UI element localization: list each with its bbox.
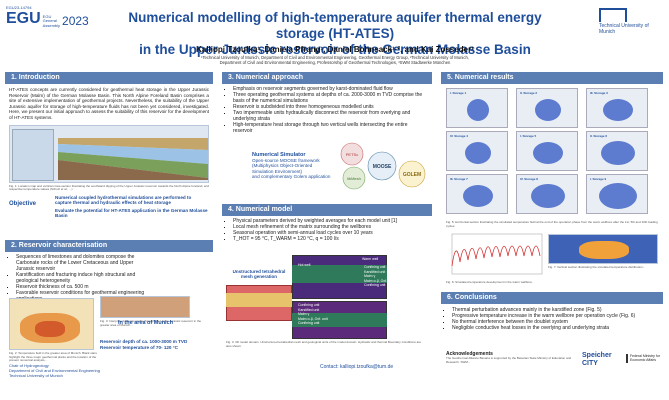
bubble-golem-label: GOLEM — [403, 172, 421, 178]
figure-cross-section — [9, 124, 209, 183]
results-grid: I. Storage 1 II. Storage 2 III. Storage … — [446, 88, 658, 218]
approach-section: 3. Numerical approach Emphasis on reserv… — [222, 72, 432, 136]
acknowledgements: Acknowledgements The Geothermal Alliance… — [446, 351, 572, 364]
page-title: Numerical modelling of high-temperature … — [128, 10, 542, 57]
figure-temperature-map — [9, 298, 94, 350]
result-cell: IV. Storage 4 — [446, 131, 508, 171]
bubble-libmesh-label: libMesh — [347, 176, 361, 181]
authors: Kalliopi Tzoufka¹, Daniela Pfrang¹, Dani… — [196, 45, 474, 54]
result-cell: I. Storage 9 — [586, 174, 648, 214]
model-figure: Unstructured tetrahedral mesh generation… — [226, 255, 421, 348]
layer-labels-upper: Confining unit Karstified unit Malm γ Ma… — [364, 265, 394, 287]
simulator-block: Numerical Simulator Open-source MOOSE fr… — [252, 152, 331, 180]
result-cell: II. Storage 6 — [586, 131, 648, 171]
hot-well-label: Hot well — [298, 263, 311, 267]
result-cell: III. Storage 3 — [586, 88, 648, 128]
intro-section: 1. Introduction HT-ATES concepts are cur… — [5, 72, 213, 220]
contact-email[interactable]: Contact: kalliopi.tzoufka@tum.de — [320, 364, 394, 370]
bubble-petsc-label: PETSc — [346, 152, 358, 157]
temperature-curve-chart — [451, 233, 543, 275]
speichercity-logo: Speicher CITY — [582, 352, 612, 367]
bmwk-logo: Federal Ministry for Economic Affairs — [626, 354, 664, 363]
figure-seismic-profile — [100, 296, 190, 318]
result-cell: I. Storage 5 — [516, 131, 578, 171]
bubble-moose-label: MOOSE — [373, 164, 392, 170]
affiliations: ¹Technical University of Munich, Departm… — [201, 55, 469, 65]
reservoir-section: 2. Reservoir characterisation Sequences … — [5, 240, 213, 304]
bubble-moose — [367, 151, 397, 181]
temperature-curve — [451, 245, 541, 267]
tum-mark-icon — [599, 8, 627, 22]
munich-label: In the area of Munich — [118, 320, 174, 326]
results-section: 5. Numerical results — [441, 72, 663, 84]
bubble-golem — [398, 160, 426, 188]
bubble-petsc — [340, 142, 364, 166]
result-cell: I. Storage 1 — [446, 88, 508, 128]
vertical-section-figure — [548, 234, 658, 264]
model-section: 4. Numerical model Physical parameters d… — [222, 204, 432, 244]
layer-labels-lower: Confining unit Karstified unit Malm γ Ma… — [298, 303, 328, 325]
objective-label: Objective — [9, 200, 37, 207]
conclusion-bullets: Thermal perturbation advances mainly in … — [441, 304, 663, 334]
approach-bullets: Emphasis on reservoir segments governed … — [222, 84, 432, 136]
result-cell: II. Storage 2 — [516, 88, 578, 128]
result-cell: III. Storage 7 — [446, 174, 508, 214]
conclusions-section: 6. Conclusions Thermal perturbation adva… — [441, 292, 663, 334]
moose-diagram: PETSc libMesh MOOSE GOLEM — [340, 142, 426, 190]
tum-logo: Technical University of Munich — [599, 8, 661, 35]
warm-well-label: Warm well — [362, 257, 379, 261]
chair-block: Chair of Hydrogeology Department of Civi… — [9, 363, 100, 378]
egu-logo: EGU23-14794 EGU EGU General Assembly 202… — [6, 5, 89, 28]
model-bullets: Physical parameters derived by weighted … — [222, 216, 432, 244]
result-cell: IV. Storage 8 — [516, 174, 578, 214]
bubble-libmesh — [342, 166, 366, 190]
